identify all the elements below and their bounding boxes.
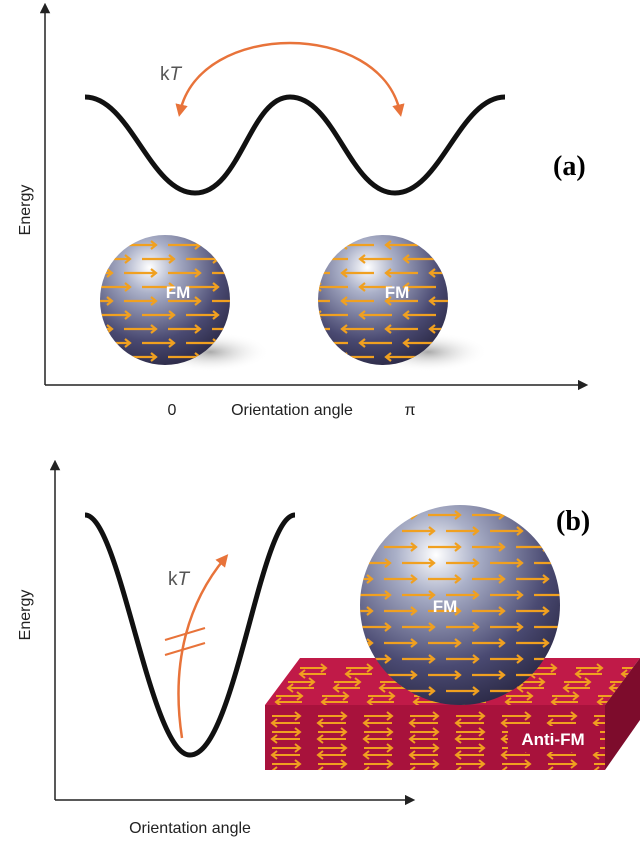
thermal-label: kT bbox=[168, 569, 191, 590]
t: T bbox=[178, 569, 191, 590]
spin-arrow bbox=[430, 325, 462, 333]
particle-label: FM bbox=[433, 597, 458, 616]
break-mark bbox=[165, 643, 205, 655]
thermal-label: kT bbox=[160, 64, 183, 85]
spin-arrow bbox=[298, 353, 330, 361]
y-axis-label: Energy bbox=[17, 185, 34, 236]
spin-arrow bbox=[340, 543, 372, 551]
spin-arrow bbox=[516, 511, 548, 519]
y-axis-label: Energy bbox=[17, 590, 34, 641]
panel-label: (a) bbox=[553, 151, 586, 182]
spin-arrow bbox=[340, 607, 372, 615]
spin-arrow bbox=[430, 241, 462, 249]
particle-label: FM bbox=[385, 283, 410, 302]
spin-arrow bbox=[340, 511, 372, 519]
panel-b: kT (b) Energy FM Anti-FM Orientation ang… bbox=[17, 465, 640, 837]
spin-arrow bbox=[340, 639, 372, 647]
x-tick-label: 0 bbox=[168, 402, 177, 419]
spin-arrow bbox=[298, 241, 330, 249]
x-axis-label: Orientation angle bbox=[129, 820, 251, 837]
spin-arrow bbox=[384, 511, 416, 519]
k: k bbox=[168, 569, 178, 590]
spin-arrow bbox=[80, 353, 112, 361]
x-axis-label: Orientation angle bbox=[231, 402, 353, 419]
spin-arrow bbox=[80, 269, 112, 277]
thermal-arrow bbox=[180, 43, 400, 112]
spin-arrow bbox=[80, 297, 112, 305]
spin-arrow bbox=[80, 325, 112, 333]
spin-arrow bbox=[430, 269, 462, 277]
spin-arrow bbox=[340, 575, 372, 583]
energy-curve bbox=[85, 97, 505, 193]
spin-arrow bbox=[594, 767, 622, 775]
substrate-label: Anti-FM bbox=[521, 730, 584, 749]
spin-arrow bbox=[212, 241, 244, 249]
k: k bbox=[160, 64, 170, 85]
panel-a: kT (a) Energy FM FM 0 Orientation angle … bbox=[17, 8, 586, 419]
t: T bbox=[170, 64, 183, 85]
spin-arrow bbox=[358, 527, 390, 535]
particle-label: FM bbox=[166, 283, 191, 302]
panel-label: (b) bbox=[556, 506, 590, 537]
spin-arrow bbox=[80, 241, 112, 249]
energy-curve bbox=[85, 515, 295, 755]
particle bbox=[318, 235, 448, 365]
x-tick-label: π bbox=[404, 402, 415, 419]
figure: kT (a) Energy FM FM 0 Orientation angle … bbox=[0, 0, 640, 843]
